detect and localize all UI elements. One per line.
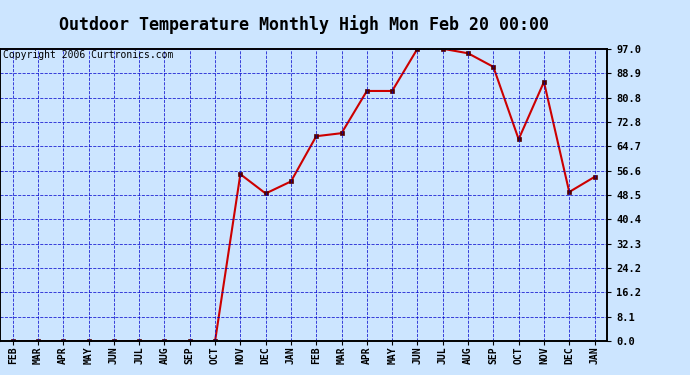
Text: OCT: OCT — [513, 347, 524, 364]
Text: OCT: OCT — [210, 347, 220, 364]
Text: APR: APR — [362, 347, 372, 364]
Text: AUG: AUG — [159, 347, 170, 364]
Text: FEB: FEB — [8, 347, 18, 364]
Text: MAY: MAY — [83, 347, 94, 364]
Text: NOV: NOV — [539, 347, 549, 364]
Text: SEP: SEP — [489, 347, 498, 364]
Text: JUL: JUL — [134, 347, 144, 364]
Text: NOV: NOV — [235, 347, 246, 364]
Text: JUL: JUL — [437, 347, 448, 364]
Text: APR: APR — [58, 347, 68, 364]
Text: DEC: DEC — [564, 347, 574, 364]
Text: JAN: JAN — [589, 347, 600, 364]
Text: Outdoor Temperature Monthly High Mon Feb 20 00:00: Outdoor Temperature Monthly High Mon Feb… — [59, 15, 549, 34]
Text: FEB: FEB — [311, 347, 322, 364]
Text: MAR: MAR — [337, 347, 346, 364]
Text: MAY: MAY — [387, 347, 397, 364]
Text: MAR: MAR — [33, 347, 43, 364]
Text: AUG: AUG — [463, 347, 473, 364]
Text: JUN: JUN — [413, 347, 422, 364]
Text: Copyright 2006 Curtronics.com: Copyright 2006 Curtronics.com — [3, 50, 173, 60]
Text: JUN: JUN — [109, 347, 119, 364]
Text: SEP: SEP — [185, 347, 195, 364]
Text: DEC: DEC — [261, 347, 270, 364]
Text: JAN: JAN — [286, 347, 296, 364]
